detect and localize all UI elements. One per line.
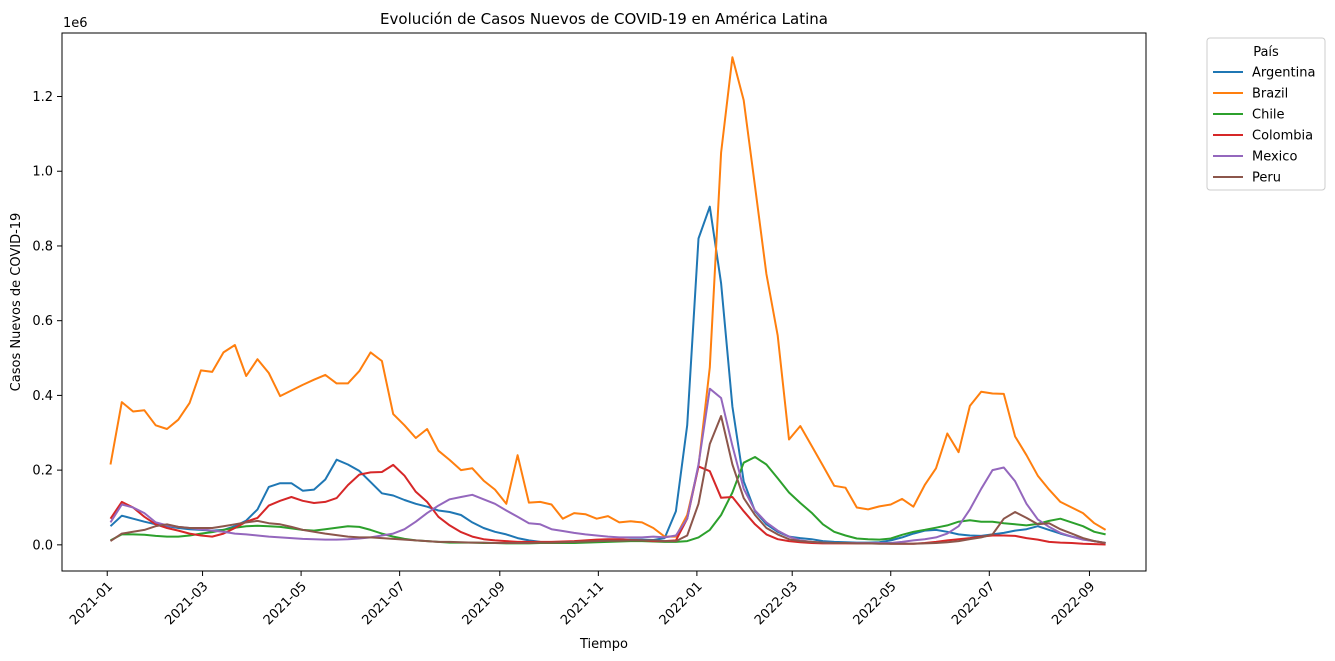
x-tick-label: 2021-11 xyxy=(558,579,607,628)
legend-label-brazil: Brazil xyxy=(1252,87,1288,102)
legend-label-peru: Peru xyxy=(1252,171,1281,186)
series-line-mexico xyxy=(109,387,1106,544)
series-line-brazil xyxy=(109,56,1107,538)
y-tick-label: 1.0 xyxy=(32,165,53,180)
x-axis-title: Tiempo xyxy=(579,637,628,652)
y-tick-label: 0.2 xyxy=(32,464,53,479)
legend-label-argentina: Argentina xyxy=(1252,66,1315,81)
x-tick-label: 2021-01 xyxy=(67,579,116,628)
legend-label-chile: Chile xyxy=(1252,108,1285,123)
y-tick-label: 1.2 xyxy=(32,90,53,105)
legend-box xyxy=(1206,37,1326,191)
legend-label-colombia: Colombia xyxy=(1252,129,1313,144)
series-line-argentina xyxy=(109,205,1106,544)
series-layer xyxy=(109,56,1107,546)
x-tick-label: 2022-01 xyxy=(657,579,706,628)
x-tick-label: 2021-05 xyxy=(261,579,310,628)
series-line-colombia xyxy=(109,463,1106,546)
legend-title: País xyxy=(1253,45,1279,60)
y-axis: 0.0 0.2 0.4 0.6 0.8 1.0 1.2 xyxy=(32,90,62,553)
y-tick-label: 0.0 xyxy=(32,538,53,553)
y-tick-label: 0.6 xyxy=(32,314,53,329)
y-tick-label: 0.4 xyxy=(32,389,53,404)
x-tick-label: 2021-07 xyxy=(359,579,408,628)
chart-title: Evolución de Casos Nuevos de COVID-19 en… xyxy=(380,10,828,28)
plot-area-frame xyxy=(61,32,1147,572)
y-tick-label: 0.8 xyxy=(32,239,53,254)
x-tick-label: 2021-03 xyxy=(162,579,211,628)
x-tick-label: 2022-05 xyxy=(851,579,900,628)
legend: País Argentina Brazil Chile Colombia Mexico P… xyxy=(1206,37,1326,191)
legend-label-mexico: Mexico xyxy=(1252,150,1297,165)
y-axis-title: Casos Nuevos de COVID-19 xyxy=(9,213,24,392)
series-line-peru xyxy=(109,415,1106,545)
x-axis: 2021-01 2021-03 2021-05 2021-07 2021-09 2021-… xyxy=(67,571,1098,628)
x-tick-label: 2022-03 xyxy=(752,579,801,628)
x-tick-label: 2022-09 xyxy=(1049,579,1098,628)
x-tick-label: 2021-09 xyxy=(460,579,509,628)
x-tick-label: 2022-07 xyxy=(949,579,998,628)
series-line-chile xyxy=(110,456,1106,545)
y-offset-label: 1e6 xyxy=(63,16,88,31)
